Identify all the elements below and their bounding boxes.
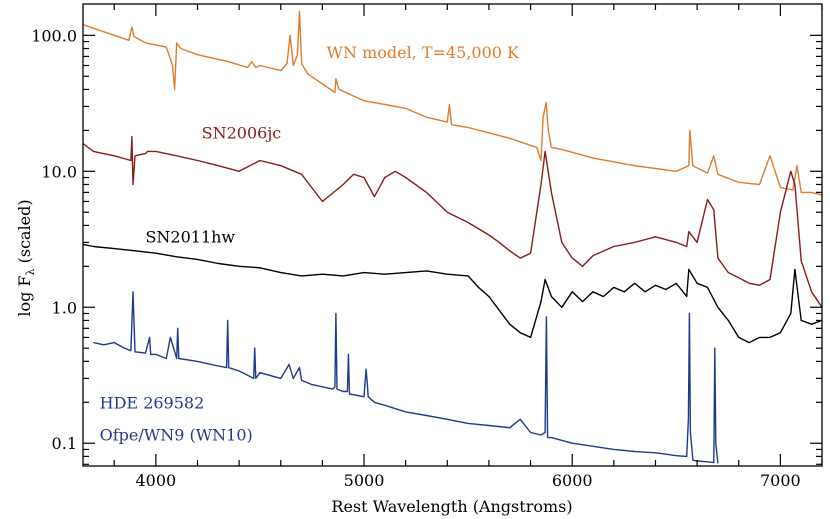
plot-frame [82,3,823,467]
series-annotation-0: WN model, T=45,000 K [327,43,520,62]
series-annotation-3: HDE 269582 [100,394,205,413]
annotation-layer: WN model, T=45,000 K SN2006jc SN2011hw HDE … [100,43,520,444]
y-tick-label: 10.0 [41,162,77,181]
x-tick-label: 7000 [760,471,801,490]
x-axis-label: Rest Wavelength (Angstroms) [331,497,572,516]
y-axis-label-prefix: log F [15,275,34,316]
series-annotation-1: SN2006jc [202,123,282,142]
y-tick-label: 100.0 [31,26,77,45]
series-annotation-4: Ofpe/WN9 (WN10) [100,425,253,444]
series-line-2 [82,243,823,344]
y-axis-label: log Fλ (scaled) [15,199,37,316]
y-tick-label: 0.1 [52,434,77,453]
series-layer [82,10,823,464]
y-tick-label: 1.0 [52,298,77,317]
x-tick-label: 4000 [135,471,176,490]
series-annotation-2: SN2011hw [145,227,235,246]
axes-layer: 4000 5000 6000 7000 0.1 1.0 10.0 100.0 [31,3,823,490]
x-tick-label: 6000 [552,471,593,490]
x-tick-label: 5000 [344,471,385,490]
series-line-0 [82,10,823,196]
series-line-3 [93,291,719,464]
y-axis-label-suffix: (scaled) [15,199,34,268]
series-line-1 [82,135,823,308]
y-axis-label-sub: λ [24,268,37,275]
